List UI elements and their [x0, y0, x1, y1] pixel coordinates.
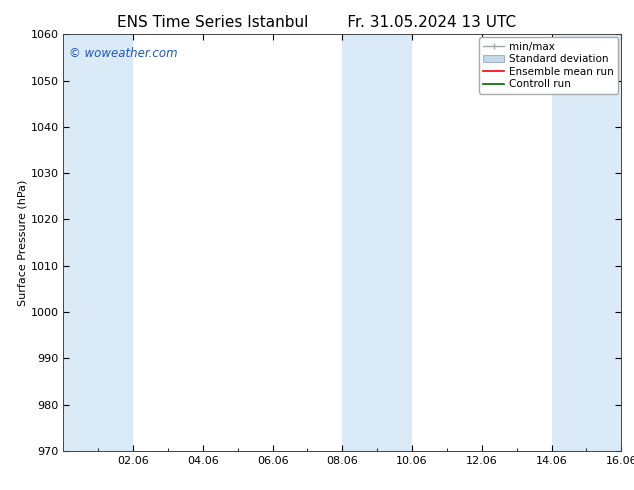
Bar: [586, 34, 621, 451]
Bar: [63, 34, 98, 451]
Y-axis label: Surface Pressure (hPa): Surface Pressure (hPa): [18, 179, 28, 306]
Bar: [342, 34, 377, 451]
Bar: [377, 34, 412, 451]
Bar: [98, 34, 133, 451]
Text: ENS Time Series Istanbul        Fr. 31.05.2024 13 UTC: ENS Time Series Istanbul Fr. 31.05.2024 …: [117, 15, 517, 30]
Legend: min/max, Standard deviation, Ensemble mean run, Controll run: min/max, Standard deviation, Ensemble me…: [479, 37, 618, 94]
Text: © woweather.com: © woweather.com: [69, 47, 178, 60]
Bar: [552, 34, 586, 451]
